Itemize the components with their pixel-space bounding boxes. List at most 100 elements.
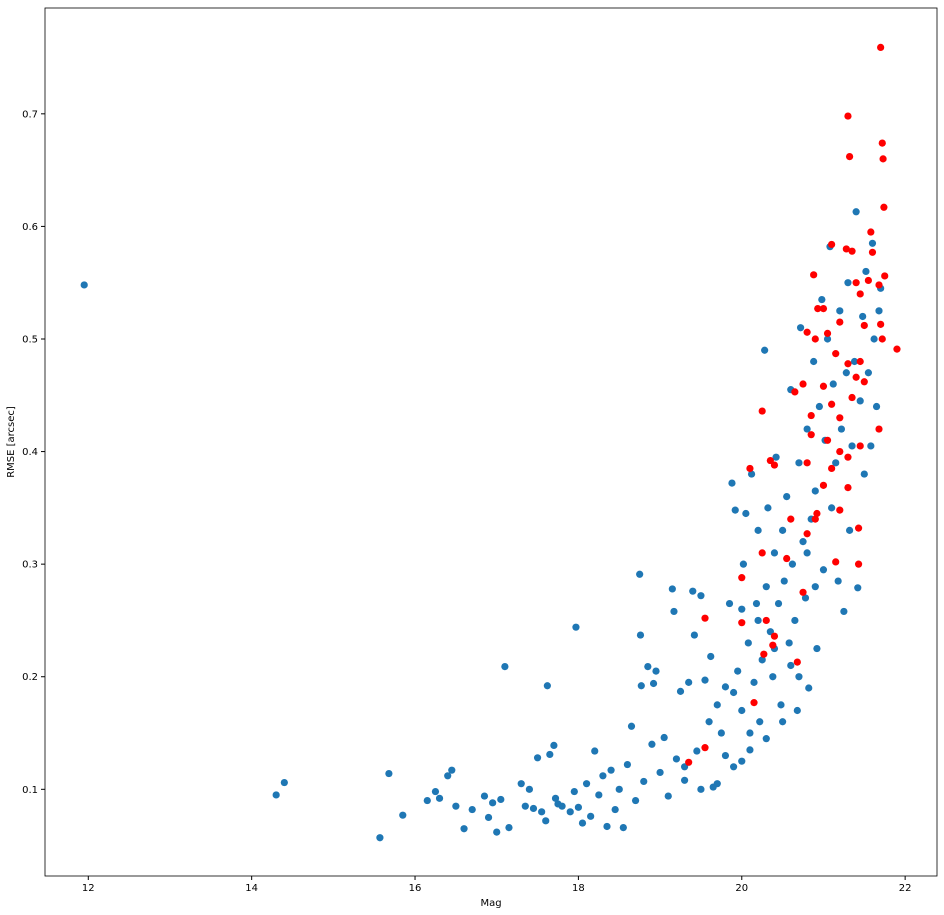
point <box>877 320 885 328</box>
point <box>814 304 822 313</box>
point <box>875 425 883 433</box>
point <box>823 436 832 444</box>
point <box>770 549 779 557</box>
point <box>423 796 431 805</box>
point <box>705 718 713 726</box>
point <box>721 683 730 691</box>
point <box>777 701 785 709</box>
point <box>881 272 889 280</box>
point <box>832 459 840 467</box>
point <box>872 402 881 411</box>
point <box>538 808 546 816</box>
point <box>623 760 632 769</box>
y-tick-label: 0.6 <box>22 222 38 233</box>
point <box>627 722 636 730</box>
point <box>842 245 850 253</box>
x-tick-label: 20 <box>735 883 748 894</box>
point <box>819 304 828 313</box>
point <box>783 493 791 501</box>
y-tick-label: 0.5 <box>22 334 38 345</box>
point <box>493 828 501 836</box>
point <box>836 307 844 315</box>
point <box>854 524 863 532</box>
point <box>764 504 772 512</box>
point <box>460 825 468 833</box>
point <box>852 373 860 381</box>
y-tick-label: 0.2 <box>22 672 38 683</box>
point <box>829 380 837 388</box>
point <box>760 650 768 658</box>
point <box>448 766 456 774</box>
point <box>551 794 560 802</box>
x-tick-label: 16 <box>409 883 422 894</box>
point <box>762 735 770 743</box>
point <box>823 329 832 337</box>
point <box>505 823 513 832</box>
point <box>848 247 856 255</box>
point <box>435 794 444 802</box>
point <box>738 619 746 627</box>
point <box>713 701 721 709</box>
point <box>803 459 811 467</box>
point <box>649 679 658 688</box>
point <box>811 335 819 343</box>
point <box>717 729 725 737</box>
point <box>799 380 807 388</box>
point <box>867 228 875 236</box>
point <box>868 248 877 256</box>
point <box>823 335 832 343</box>
point <box>807 431 815 439</box>
point <box>676 687 685 695</box>
point <box>780 577 788 585</box>
point <box>746 464 754 473</box>
point <box>813 509 821 518</box>
point <box>770 632 779 640</box>
point <box>685 678 693 686</box>
point <box>80 281 88 289</box>
point <box>742 509 750 518</box>
point <box>660 733 668 742</box>
point <box>734 667 742 675</box>
point <box>550 741 558 750</box>
point <box>670 607 678 616</box>
point <box>795 459 803 467</box>
point <box>828 464 836 473</box>
point <box>770 461 779 469</box>
y-tick-label: 0.3 <box>22 560 38 571</box>
point <box>680 776 689 784</box>
point <box>840 607 848 616</box>
y-tick-label: 0.7 <box>22 109 38 120</box>
point <box>376 834 384 842</box>
point <box>810 357 818 366</box>
point <box>603 822 611 831</box>
point <box>385 769 393 778</box>
point <box>707 652 715 661</box>
x-axis-label: Mag <box>480 898 501 909</box>
point <box>762 583 770 591</box>
point <box>752 599 761 608</box>
x-tick-label: 18 <box>572 883 585 894</box>
point <box>648 740 656 748</box>
point <box>769 673 777 681</box>
point <box>525 785 533 793</box>
x-tick-label: 14 <box>245 883 258 894</box>
point <box>813 644 821 653</box>
point <box>795 673 803 681</box>
point <box>803 328 811 336</box>
point <box>761 346 769 354</box>
point <box>690 631 698 639</box>
point <box>701 744 709 752</box>
point <box>631 796 640 805</box>
point <box>672 755 681 763</box>
point <box>787 515 795 523</box>
point <box>880 203 888 211</box>
point <box>867 442 875 450</box>
point <box>725 599 734 608</box>
point <box>832 558 840 566</box>
point <box>444 772 452 780</box>
point <box>644 662 652 671</box>
point <box>744 639 752 647</box>
point <box>685 758 693 766</box>
point <box>582 780 591 788</box>
